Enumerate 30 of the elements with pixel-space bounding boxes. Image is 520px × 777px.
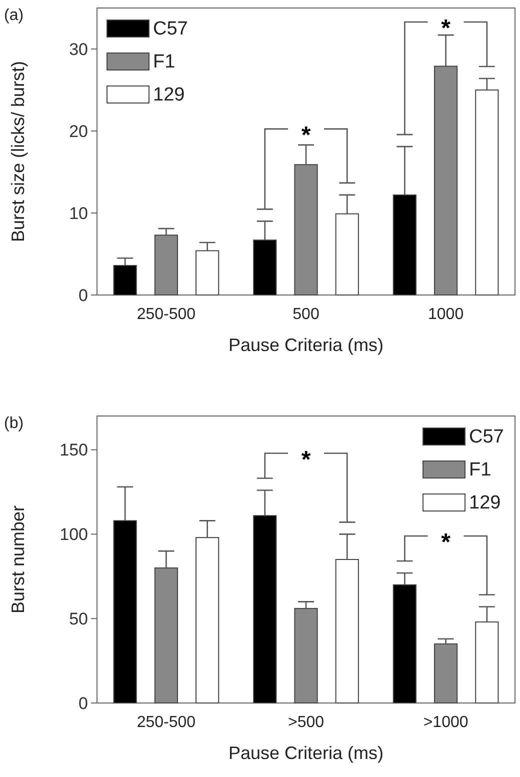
- x-axis-title: Pause Criteria (ms): [228, 335, 384, 355]
- y-tick-label: 50: [69, 610, 88, 629]
- y-tick-label: 30: [69, 40, 88, 59]
- chart-title: (b): [4, 415, 24, 432]
- annotation: *: [441, 15, 452, 42]
- x-tick-label: 250-500: [136, 714, 196, 731]
- x-tick-label: 250-500: [136, 306, 196, 323]
- x-tick-label: 500: [292, 306, 320, 323]
- y-tick-label: 0: [78, 694, 88, 713]
- legend-label: C57: [153, 18, 188, 40]
- legend-label: 129: [469, 492, 501, 514]
- x-tick-label: 1000: [428, 306, 464, 323]
- annotation: *: [441, 529, 452, 556]
- legend-label: F1: [153, 52, 176, 73]
- legend-label: F1: [469, 460, 492, 481]
- legend-label: 129: [153, 84, 185, 106]
- x-axis-title: Pause Criteria (ms): [228, 743, 384, 763]
- annotation: *: [301, 122, 312, 149]
- x-tick-label: >1000: [423, 714, 468, 731]
- legend-label: C57: [469, 426, 504, 448]
- y-tick-label: 20: [69, 122, 88, 141]
- x-tick-label: >500: [288, 714, 324, 731]
- y-axis-title: Burst size (licks/ burst): [8, 60, 28, 242]
- y-tick-label: 100: [60, 525, 88, 544]
- y-tick-label: 10: [69, 204, 88, 223]
- y-tick-label: 150: [60, 440, 88, 460]
- chart-title: (a): [4, 7, 24, 24]
- annotation: *: [301, 446, 312, 474]
- y-tick-label: 0: [78, 286, 88, 305]
- y-axis-title: Burst number: [8, 505, 28, 614]
